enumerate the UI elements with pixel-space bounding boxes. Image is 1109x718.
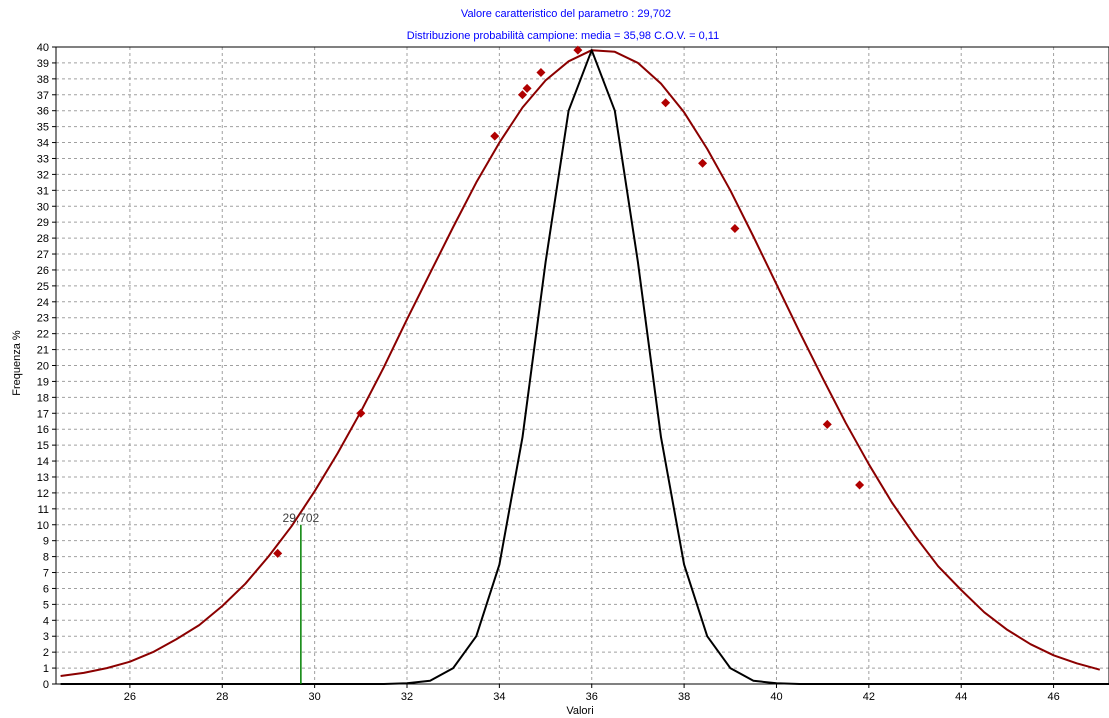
y-tick-label-23: 23 <box>37 313 49 325</box>
series-group <box>60 49 1109 685</box>
x-axis-label: Valori <box>566 705 593 717</box>
y-tick-label-20: 20 <box>37 361 49 373</box>
y-tick-label-21: 21 <box>37 345 49 357</box>
y-tick-label-28: 28 <box>37 233 49 245</box>
y-tick-label-0: 0 <box>43 679 49 691</box>
x-tick-label-1: 28 <box>216 691 228 703</box>
x-tick-label-7: 40 <box>770 691 782 703</box>
data-point-8 <box>698 158 708 168</box>
y-tick-label-19: 19 <box>37 376 49 388</box>
data-point-5 <box>536 67 546 77</box>
y-axis-label: Frequenza % <box>11 330 23 396</box>
grid <box>56 46 1109 685</box>
y-tick-label-27: 27 <box>37 249 49 261</box>
y-tick-label-40: 40 <box>37 42 49 54</box>
data-point-3 <box>517 90 527 100</box>
y-tick-label-17: 17 <box>37 408 49 420</box>
characteristic-value-label: 29,702 <box>283 511 320 525</box>
y-tick-label-33: 33 <box>37 153 49 165</box>
y-tick-label-4: 4 <box>43 615 49 627</box>
data-point-4 <box>522 83 532 93</box>
y-tick-label-36: 36 <box>37 106 49 118</box>
y-tick-label-37: 37 <box>37 90 49 102</box>
y-tick-label-39: 39 <box>37 58 49 70</box>
data-point-1 <box>356 408 366 418</box>
y-tick-label-1: 1 <box>43 663 49 675</box>
x-tick-label-9: 44 <box>955 691 967 703</box>
y-tick-label-14: 14 <box>37 456 49 468</box>
y-tick-label-8: 8 <box>43 552 49 564</box>
y-tick-label-32: 32 <box>37 169 49 181</box>
y-tick-label-5: 5 <box>43 599 49 611</box>
data-point-11 <box>855 480 865 490</box>
y-tick-label-12: 12 <box>37 488 49 500</box>
y-tick-label-29: 29 <box>37 217 49 229</box>
y-tick-label-10: 10 <box>37 520 49 532</box>
x-tick-label-3: 32 <box>401 691 413 703</box>
chart-subtitle: Distribuzione probabilità campione: medi… <box>407 30 719 42</box>
y-tick-label-30: 30 <box>37 201 49 213</box>
data-point-9 <box>730 224 740 234</box>
y-tick-label-31: 31 <box>37 185 49 197</box>
y-tick-label-26: 26 <box>37 265 49 277</box>
y-tick-label-9: 9 <box>43 536 49 548</box>
x-tick-label-5: 36 <box>586 691 598 703</box>
y-tick-label-7: 7 <box>43 568 49 580</box>
y-tick-label-38: 38 <box>37 74 49 86</box>
y-tick-label-22: 22 <box>37 329 49 341</box>
marker-group <box>273 45 865 558</box>
y-tick-label-11: 11 <box>38 504 49 516</box>
y-tick-label-3: 3 <box>43 631 49 643</box>
data-point-7 <box>661 98 671 108</box>
y-tick-label-18: 18 <box>37 392 49 404</box>
y-tick-label-13: 13 <box>37 472 49 484</box>
x-tick-label-4: 34 <box>493 691 505 703</box>
y-axis-ticks: 0123456789101112131415161718192021222324… <box>37 42 56 691</box>
y-tick-label-15: 15 <box>37 440 49 452</box>
y-tick-label-34: 34 <box>37 138 49 150</box>
y-tick-label-2: 2 <box>43 647 49 659</box>
annotation-group: 29,702 <box>283 511 320 684</box>
y-tick-label-35: 35 <box>37 122 49 134</box>
data-point-10 <box>822 419 832 429</box>
data-point-6 <box>573 45 583 55</box>
chart-title: Valore caratteristico del parametro : 29… <box>461 8 671 20</box>
y-tick-label-6: 6 <box>43 583 49 595</box>
x-axis-ticks: 26 28 30 32 34 36 38 40 42 44 46 <box>124 684 1060 703</box>
x-tick-label-8: 42 <box>863 691 875 703</box>
x-tick-label-6: 38 <box>678 691 690 703</box>
y-tick-label-16: 16 <box>37 424 49 436</box>
data-point-0 <box>273 548 283 558</box>
series-line-0 <box>60 49 1101 677</box>
x-tick-label-10: 46 <box>1047 691 1059 703</box>
y-tick-label-25: 25 <box>37 281 49 293</box>
series-line-1 <box>60 49 1109 685</box>
x-tick-label-0: 26 <box>124 691 136 703</box>
x-tick-label-2: 30 <box>309 691 321 703</box>
data-point-2 <box>490 131 500 141</box>
y-tick-label-24: 24 <box>37 297 49 309</box>
